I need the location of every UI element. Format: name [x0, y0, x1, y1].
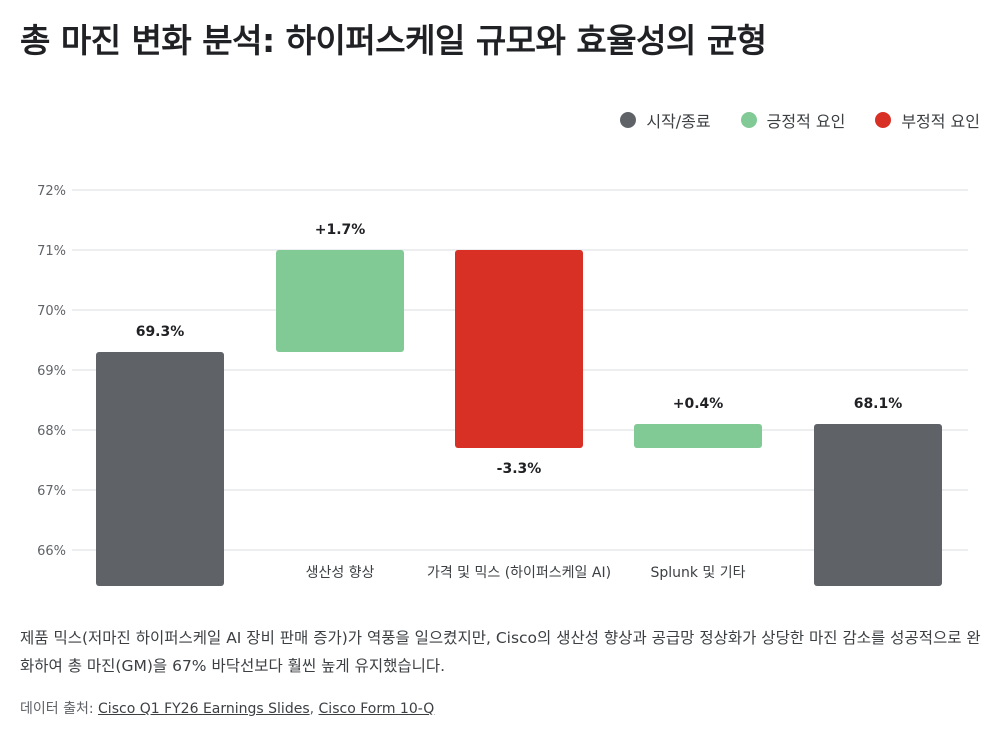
legend-label-positive: 긍정적 요인	[766, 112, 846, 131]
y-tick-label: 67%	[37, 484, 66, 499]
y-tick-label: 68%	[37, 424, 66, 439]
data-label: -3.3%	[497, 461, 542, 477]
source-separator: ,	[309, 701, 315, 717]
data-label: 68.1%	[854, 396, 903, 412]
y-tick-label: 66%	[37, 544, 66, 559]
legend-item-positive: 긍정적 요인	[740, 108, 846, 132]
bar-positive	[634, 424, 762, 448]
data-label: +0.4%	[673, 396, 724, 412]
source-link-earnings-slides[interactable]: Cisco Q1 FY26 Earnings Slides	[98, 701, 310, 717]
bar-negative	[455, 250, 583, 448]
legend-swatch-start-end	[620, 112, 637, 128]
waterfall-chart: 66% 67% 68% 69% 70% 71% 72% 69.3% +1.7% -3.3% +0.4…	[37, 184, 968, 586]
y-tick-label: 71%	[37, 244, 66, 259]
bar-total	[96, 352, 224, 586]
x-category-label: 생산성 향상	[306, 565, 375, 581]
data-label: 69.3%	[136, 324, 185, 340]
legend-item-negative: 부정적 요인	[875, 108, 980, 132]
page-title: 총 마진 변화 분석: 하이퍼스케일 규모와 효율성의 균형	[20, 21, 767, 60]
legend-label-negative: 부정적 요인	[901, 112, 980, 131]
source-link-form-10q[interactable]: Cisco Form 10-Q	[318, 701, 435, 717]
legend-swatch-positive	[740, 112, 757, 128]
chart-description: 제품 믹스(저마진 하이퍼스케일 AI 장비 판매 증가)가 역풍을 일으켰지만…	[20, 629, 981, 675]
bar-positive	[276, 250, 404, 352]
y-tick-label: 69%	[37, 364, 66, 379]
bar-total	[814, 424, 942, 586]
data-label: +1.7%	[315, 222, 366, 238]
legend-item-start-end: 시작/종료	[620, 108, 711, 132]
y-tick-label: 70%	[37, 304, 66, 319]
x-category-label: 가격 및 믹스 (하이퍼스케일 AI)	[427, 565, 611, 581]
x-category-label: Splunk 및 기타	[650, 565, 745, 581]
source-prefix: 데이터 출처:	[20, 701, 94, 717]
legend-swatch-negative	[875, 112, 892, 128]
y-tick-label: 72%	[37, 184, 66, 199]
legend-label-start-end: 시작/종료	[646, 112, 711, 131]
chart-legend: 시작/종료 긍정적 요인 부정적 요인	[620, 108, 980, 132]
source-line: 데이터 출처: Cisco Q1 FY26 Earnings Slides, C…	[20, 698, 434, 718]
